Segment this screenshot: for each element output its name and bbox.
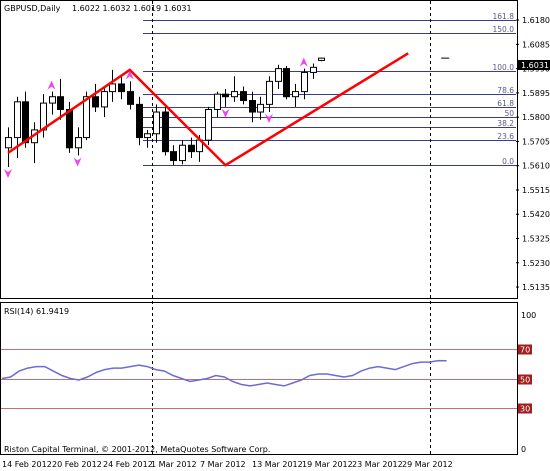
candle-body-bear: [188, 144, 195, 153]
fractal-down-arrow: [73, 157, 82, 167]
rsi-line: [1, 359, 447, 387]
x-tick-label: 19 Mar 2012: [302, 460, 353, 469]
rsi-level-label: 30: [520, 405, 530, 414]
x-tick-label: 1 Mar 2012: [151, 460, 197, 469]
candle-body-bear: [127, 91, 134, 105]
candle-body-bull: [310, 66, 317, 73]
rsi-level-tag: [518, 344, 532, 355]
candle-body-bear: [222, 93, 229, 98]
rsi-level-tag: [518, 403, 532, 414]
fractal-up-arrow: [125, 70, 134, 80]
y-tick-label: 1.6085: [522, 40, 550, 49]
candle-body-bull: [257, 103, 264, 113]
rsi-label: RSI(14) 61.9419: [4, 307, 69, 316]
candle-body-bear: [249, 100, 256, 113]
candle-body-bull: [5, 137, 12, 149]
candle-body-bull: [144, 133, 151, 139]
fractal-down-arrow: [221, 108, 230, 118]
candle-body-bull: [301, 71, 308, 93]
zigzag-line: [7, 52, 409, 167]
fractal-up-arrow: [47, 80, 56, 90]
x-tick-label: 14 Feb 2012: [2, 460, 52, 469]
x-tick-label: 29 Mar 2012: [402, 460, 453, 469]
candle-body-bear: [118, 83, 125, 93]
y-tick-label: 1.6180: [522, 16, 550, 25]
candle-body-bear: [92, 96, 99, 108]
current-price-value: 1.6031: [521, 61, 549, 70]
candle-body-bull: [318, 57, 325, 61]
candle-body-bull: [266, 80, 273, 105]
candle-body-bull: [101, 91, 108, 108]
rsi-scale-min: 0: [521, 445, 526, 454]
candle-body-bear: [240, 91, 247, 102]
candle-body-bull: [179, 144, 186, 162]
candle-body-bull: [109, 83, 116, 93]
candle-body-bull: [153, 111, 160, 135]
fib-level-label: 78.6: [497, 86, 514, 95]
rsi-level-label: 70: [520, 346, 530, 355]
fib-level-label: 0.0: [502, 157, 514, 166]
rsi-level-label: 50: [520, 376, 530, 385]
ohlc-quote: 1.6022 1.6032 1.6019 1.6031: [72, 4, 192, 13]
fib-level-label: 38.2: [497, 119, 514, 128]
candle-body-bull: [205, 108, 212, 141]
y-tick-label: 1.5420: [522, 210, 550, 219]
rsi-scale-max: 100: [521, 311, 536, 320]
candle-body-bull: [14, 101, 21, 139]
y-tick-label: 1.5230: [522, 259, 550, 268]
fractal-down-arrow: [4, 168, 12, 178]
rsi-indicator: 70 50 30: [1, 344, 532, 414]
candle-body-bear: [162, 111, 169, 153]
x-tick-label: 20 Feb 2012: [52, 460, 102, 469]
fractal-up-arrow: [299, 57, 308, 67]
y-tick-label: 1.5705: [522, 137, 550, 146]
y-tick-label: 1.5135: [522, 283, 550, 292]
y-tick-label: 1.5610: [522, 162, 550, 171]
candle-body-bull: [49, 96, 56, 104]
y-tick-label: 1.5800: [522, 113, 550, 122]
current-price-tag: [518, 60, 550, 70]
candle-body-bear: [283, 68, 290, 98]
x-tick-label: 23 Mar 2012: [352, 460, 403, 469]
candle-body-bear: [22, 101, 29, 144]
y-tick-label: 1.5325: [522, 235, 550, 244]
price-panel-frame: [0, 0, 518, 299]
candle-body-bull: [75, 137, 82, 149]
candle-body-bear: [66, 108, 73, 149]
fractal-arrows: [4, 57, 308, 178]
price-axis: 1.61801.60851.59901.58951.58001.57051.56…: [516, 16, 550, 292]
candle-body-bear: [57, 96, 64, 110]
zigzag-polyline: [7, 52, 409, 167]
candle-body-bull: [214, 93, 221, 110]
rsi-level-tag: [518, 374, 532, 385]
x-tick-label: 7 Mar 2012: [200, 460, 246, 469]
fib-level-label: 61.8: [497, 99, 514, 108]
copyright-text: Riston Capital Terminal, © 2001-2012, Me…: [4, 445, 270, 454]
fib-level-label: 100.0: [493, 63, 515, 72]
x-tick-label: 13 Mar 2012: [252, 460, 303, 469]
y-tick-label: 1.5515: [522, 186, 550, 195]
candle-body-bull: [275, 68, 282, 82]
candle-body-bull: [231, 91, 238, 98]
fib-level-label: 150.0: [493, 25, 515, 34]
y-tick-label: 1.5895: [522, 89, 550, 98]
candle-body-bear: [170, 151, 177, 162]
candle-body-bear: [136, 103, 143, 139]
fib-level-label: 23.6: [497, 132, 514, 141]
rsi-panel-frame: [0, 302, 518, 455]
symbol-label: GBPUSD,Daily: [4, 4, 61, 13]
candlestick-series: [5, 57, 450, 167]
fib-level-label: 50: [504, 109, 514, 118]
fractal-down-arrow: [265, 114, 273, 124]
x-tick-label: 24 Feb 2012: [103, 460, 153, 469]
candle-body-bull: [292, 91, 299, 98]
candle-body-bull: [83, 96, 90, 139]
fib-level-label: 161.8: [493, 12, 515, 21]
